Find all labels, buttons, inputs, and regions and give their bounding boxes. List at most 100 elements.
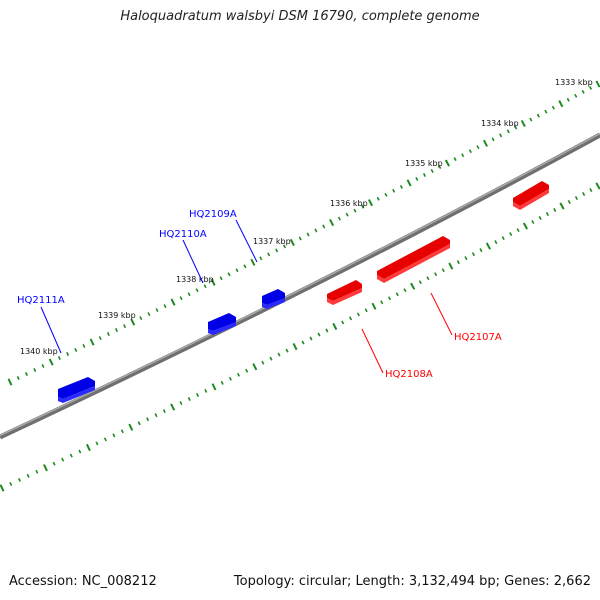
scale-tick [275, 248, 279, 253]
scale-tick [485, 242, 491, 250]
gene-label[interactable]: HQ2109A [189, 209, 237, 220]
gene-HQ2108A[interactable]: HQ2108A [327, 280, 433, 380]
scale-tick [85, 443, 91, 452]
scale-tick [120, 429, 124, 434]
scale-tick [501, 236, 505, 240]
scale-tick [456, 260, 460, 265]
scale-tick [203, 284, 207, 289]
scale-tick [337, 216, 341, 221]
scale-tick [130, 318, 136, 326]
gene-arrow[interactable] [327, 280, 362, 301]
scale-tick [289, 238, 295, 247]
scale-tick [147, 312, 151, 317]
scale-tick [448, 262, 454, 270]
scale-tick [146, 417, 150, 422]
scale-tick [317, 332, 321, 337]
scale-tick [220, 380, 224, 385]
scale-tick [406, 179, 412, 187]
scale-tick [267, 252, 271, 257]
scale-tick [210, 278, 216, 286]
scale-tick [154, 413, 158, 418]
scale-label: 1334 kbp [481, 119, 519, 128]
scale-tick [479, 248, 483, 253]
scale-tick [57, 356, 61, 360]
scale-tick [509, 232, 513, 237]
scale-tick [43, 464, 48, 472]
gene-HQ2111A[interactable]: HQ2111A [17, 295, 95, 403]
scale-tick [0, 484, 5, 492]
gene-HQ2110A[interactable]: HQ2110A [159, 229, 236, 335]
scale-tick [361, 204, 365, 209]
scale-tick [353, 208, 357, 213]
gene-arrow-shade [58, 386, 95, 403]
scale-tick [48, 358, 54, 366]
scale-label: 1339 kbp [98, 311, 136, 320]
scale-tick [514, 125, 518, 130]
scale-tick [322, 224, 326, 229]
gene-arrow[interactable] [377, 236, 450, 279]
scale-tick [9, 481, 13, 486]
gene-unlabeled-reverse[interactable] [513, 181, 549, 210]
scale-tick [545, 212, 550, 216]
scale-tick [227, 272, 231, 277]
scale-tick [494, 240, 498, 245]
scale-tick [162, 409, 166, 414]
scale-tick [236, 372, 241, 377]
scale-tick [325, 328, 329, 333]
scale-tick [438, 165, 442, 169]
scale-label: 1336 kbp [330, 199, 368, 208]
scale-tick [422, 173, 427, 177]
scale-tick [261, 360, 265, 365]
scale-tick [33, 368, 37, 372]
scale-tick [341, 320, 345, 325]
scale-tick [204, 388, 208, 393]
gene-label[interactable]: HQ2108A [385, 369, 433, 380]
scale-tick [155, 308, 159, 313]
gene-HQ2109A[interactable]: HQ2109A [189, 209, 285, 309]
scale-tick [551, 105, 555, 110]
scale-tick [24, 372, 29, 376]
scale-tick [179, 401, 183, 406]
gene-arrow-shade [262, 298, 285, 309]
gene-arrow-shade [513, 189, 549, 210]
gene-label[interactable]: HQ2111A [17, 295, 65, 306]
scale-tick [292, 342, 298, 351]
scale-tick [41, 364, 45, 368]
scale-tick [399, 184, 403, 189]
scale-tick [588, 86, 593, 90]
gene-label[interactable]: HQ2110A [159, 229, 207, 240]
scale-tick [195, 392, 200, 397]
scale-tick [418, 280, 422, 285]
gene-arrow[interactable] [262, 289, 285, 305]
scale-tick [252, 363, 258, 371]
gene-arrow-shade [208, 322, 236, 335]
scale-tick [298, 236, 302, 241]
scale-tick [35, 469, 39, 474]
scale-tick [522, 222, 528, 230]
scale-tick [581, 89, 585, 94]
gene-arrow[interactable] [208, 313, 236, 331]
scale-tick [245, 368, 249, 373]
genome-backbone-highlight [0, 132, 600, 437]
gene-arrow[interactable] [58, 377, 95, 399]
scale-tick [538, 216, 542, 220]
gene-leader-line [235, 219, 258, 263]
scale-label: 1340 kbp [20, 347, 58, 356]
map-title: Haloquadratum walsbyi DSM 16790, complet… [120, 9, 480, 24]
scale-tick [277, 352, 281, 357]
scale-tick [595, 182, 600, 190]
gene-arrow[interactable] [513, 181, 549, 206]
scale-tick [468, 149, 472, 154]
scale-tick [163, 304, 167, 309]
scale-tick [384, 192, 388, 197]
gene-HQ2107A[interactable]: HQ2107A [377, 236, 502, 343]
gene-label[interactable]: HQ2107A [454, 332, 502, 343]
scale-tick [332, 322, 338, 331]
scale-tick [170, 403, 176, 411]
scale-ticks-lower [0, 182, 600, 492]
scale-tick [17, 477, 21, 482]
scale-tick [228, 376, 232, 381]
gene-arrow-shade [377, 244, 450, 283]
scale-tick [371, 302, 377, 310]
scale-tick [392, 188, 396, 193]
